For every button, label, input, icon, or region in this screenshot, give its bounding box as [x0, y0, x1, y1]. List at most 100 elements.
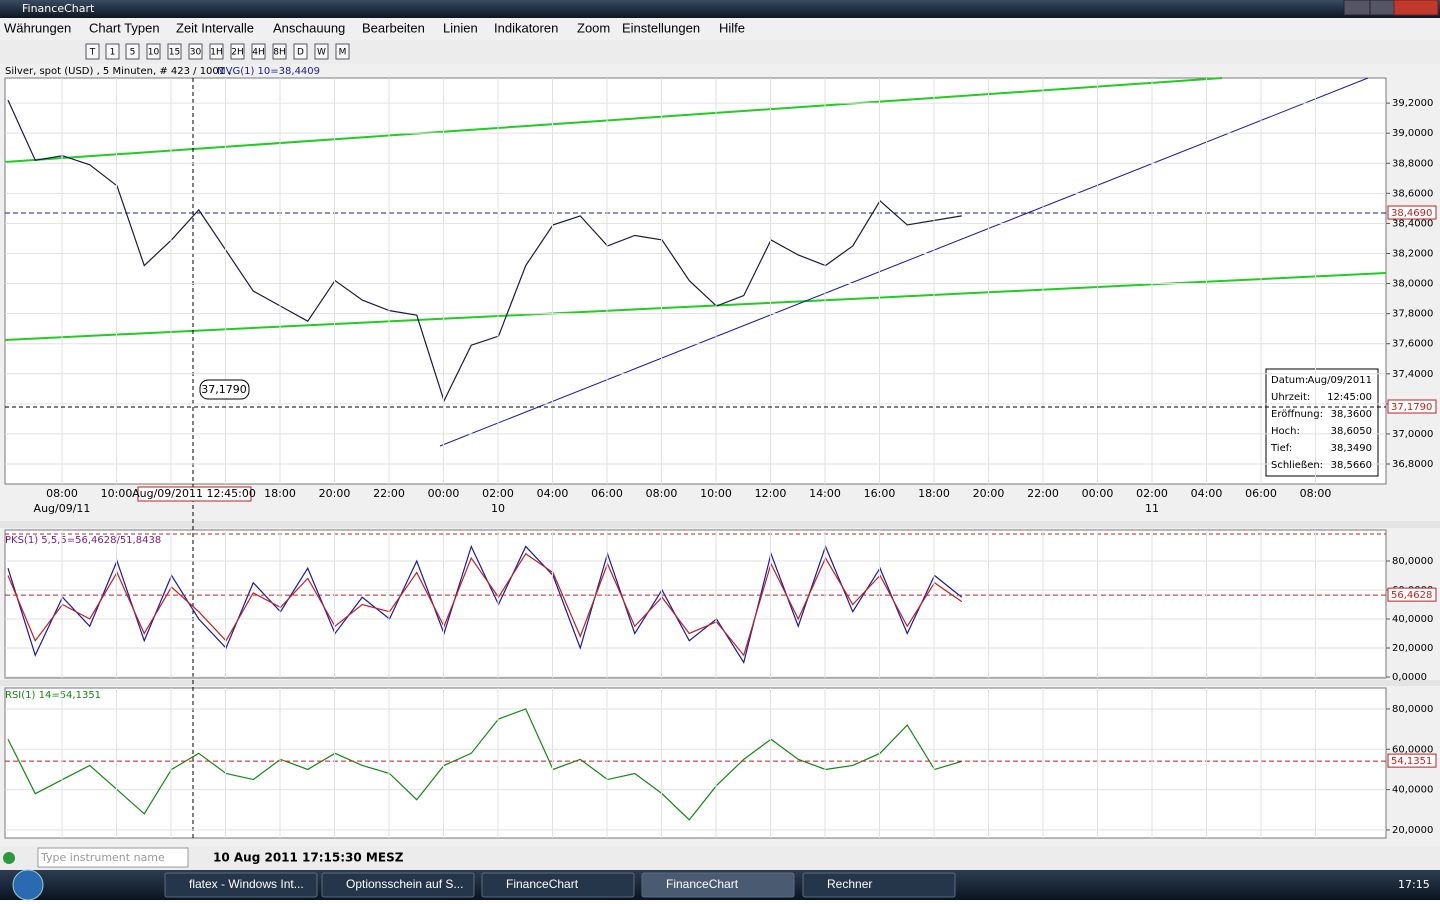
- value-label: 56,4628: [1391, 590, 1432, 601]
- menu-item[interactable]: Linien: [443, 20, 478, 35]
- x-tick-label: 04:00: [537, 487, 569, 500]
- x-tick-label: 18:00: [264, 487, 296, 500]
- x-tick-label: 02:00: [1136, 487, 1168, 500]
- toolbar-label: 10: [148, 48, 160, 58]
- toolbar-label: 1: [110, 48, 116, 58]
- y-tick-label: 80,0000: [1392, 556, 1433, 567]
- toolbar-button[interactable]: [251, 43, 266, 60]
- menu-item[interactable]: Anschauung: [273, 20, 345, 35]
- x-tick-label: 06:00: [591, 487, 623, 500]
- y-tick-label: 0,0000: [1392, 672, 1427, 683]
- date-label: 10: [491, 502, 505, 515]
- toolbar-button[interactable]: [314, 43, 329, 60]
- y-tick-label: 60,0000: [1392, 744, 1433, 755]
- panel-title: PKS(1) 5,5,5=56,4628/51,8438: [5, 535, 161, 546]
- y-tick-label: 20,0000: [1392, 825, 1433, 836]
- menu-item[interactable]: Währungen: [4, 20, 71, 35]
- input-placeholder: Type instrument name: [40, 851, 165, 864]
- value-box: [1387, 399, 1437, 414]
- toolbar-button[interactable]: [188, 43, 203, 60]
- taskbar-item[interactable]: [481, 872, 635, 898]
- x-tick-label: 20:00: [319, 487, 351, 500]
- taskbar-item[interactable]: [321, 872, 475, 898]
- crosshair-time-box: [137, 486, 252, 502]
- info-box: [1265, 368, 1379, 477]
- x-tick-label: 02:00: [482, 487, 514, 500]
- toolbar-label: 5: [130, 48, 136, 58]
- menu-item[interactable]: Indikatoren: [494, 20, 558, 35]
- start-button[interactable]: [12, 869, 44, 901]
- x-tick-label: 12:00: [755, 487, 787, 500]
- y-tick-label: 36,8000: [1392, 459, 1433, 470]
- toolbar-button[interactable]: [85, 43, 100, 60]
- info-value: 12:45:00: [1327, 392, 1372, 403]
- splitter[interactable]: [0, 521, 1440, 528]
- toolbar-button[interactable]: [272, 43, 287, 60]
- x-tick-label: 00:00: [1082, 487, 1114, 500]
- toolbar-button[interactable]: [293, 43, 308, 60]
- indicator-label: MVG(1) 10=38,4409: [217, 66, 320, 77]
- y-tick-label: 38,4000: [1392, 218, 1433, 229]
- splitter[interactable]: [0, 680, 1440, 686]
- taskbar-label: FinanceChart: [666, 877, 739, 891]
- toolbar-label: D: [297, 48, 304, 58]
- info-key: Tief:: [1270, 443, 1292, 454]
- toolbar-button[interactable]: [209, 43, 224, 60]
- maximize-button[interactable]: [1369, 0, 1395, 16]
- date-label: Aug/09/11: [34, 502, 91, 515]
- crosshair-time: Aug/09/2011 12:45:00: [132, 487, 256, 500]
- x-tick-label: 22:00: [373, 487, 405, 500]
- x-tick-label: 08:00: [646, 487, 678, 500]
- menu-item[interactable]: Bearbeiten: [362, 20, 425, 35]
- toolbar-button[interactable]: [146, 43, 161, 60]
- taskbar-label: Rechner: [827, 877, 872, 891]
- taskbar-item[interactable]: [802, 872, 956, 898]
- taskbar-item[interactable]: [164, 872, 318, 898]
- menu-item[interactable]: Hilfe: [719, 20, 745, 35]
- x-tick-label: 16:00: [864, 487, 896, 500]
- series-line: [7, 544, 963, 664]
- y-tick-label: 37,0000: [1392, 429, 1433, 440]
- instrument-input[interactable]: [37, 847, 189, 868]
- toolbar-label: M: [339, 48, 347, 58]
- title-bar: [0, 0, 1440, 18]
- menu-item[interactable]: Chart Typen: [89, 20, 160, 35]
- taskbar-label: flatex - Windows Int...: [189, 877, 304, 891]
- menu-item[interactable]: Zoom: [577, 20, 610, 35]
- toolbar-label: 8H: [273, 48, 286, 58]
- toolbar-button[interactable]: [105, 43, 120, 60]
- crosshair-callout-label: 37,1790: [201, 383, 247, 396]
- y-tick-label: 37,6000: [1392, 339, 1433, 350]
- x-tick-label: 06:00: [1245, 487, 1277, 500]
- x-tick-label: 14:00: [809, 487, 841, 500]
- x-tick-label: 04:00: [1191, 487, 1223, 500]
- x-tick-label: 08:00: [46, 487, 78, 500]
- date-label: 11: [1145, 502, 1159, 515]
- value-box: [1387, 753, 1437, 768]
- close-button[interactable]: [1393, 0, 1439, 16]
- x-tick-label: 18:00: [918, 487, 950, 500]
- status-bar: [0, 846, 1440, 870]
- menu-item[interactable]: Zeit Intervalle: [176, 20, 254, 35]
- trend-line: [4, 77, 1223, 163]
- toolbar-label: 15: [169, 48, 180, 58]
- toolbar-label: 2H: [231, 48, 244, 58]
- series-line: [7, 99, 962, 403]
- main-plot: [4, 77, 1387, 485]
- info-value: 38,3490: [1331, 443, 1372, 454]
- minimize-button[interactable]: [1343, 0, 1371, 16]
- toolbar-button[interactable]: [125, 43, 140, 60]
- info-value: 38,3600: [1331, 409, 1372, 420]
- toolbar-label: W: [317, 48, 326, 58]
- x-tick-label: 20:00: [973, 487, 1005, 500]
- x-tick-label: 22:00: [1027, 487, 1059, 500]
- toolbar-button[interactable]: [167, 43, 182, 60]
- info-key: Uhrzeit:: [1271, 392, 1310, 403]
- toolbar-button[interactable]: [335, 43, 350, 60]
- toolbar-button[interactable]: [230, 43, 245, 60]
- taskbar-item[interactable]: [641, 872, 795, 898]
- y-tick-label: 40,0000: [1392, 785, 1433, 796]
- panel-title: Silver, spot (USD) , 5 Minuten, # 423 / …: [5, 66, 232, 77]
- menu-item[interactable]: Einstellungen: [622, 20, 700, 35]
- info-key: Hoch:: [1271, 426, 1300, 437]
